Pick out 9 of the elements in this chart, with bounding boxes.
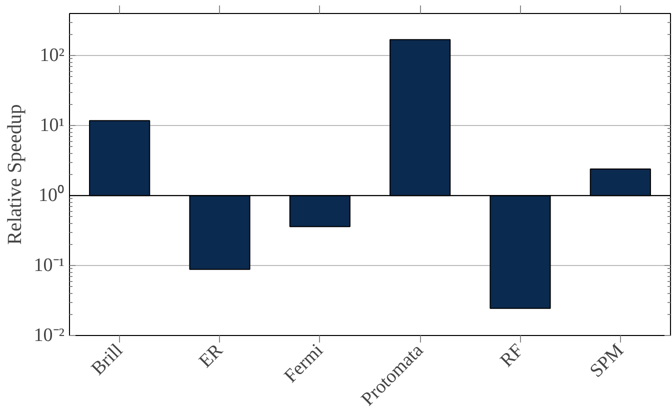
x-tick-label: Brill	[88, 340, 128, 380]
y-axis-title: Relative Speedup	[4, 104, 26, 245]
y-tick-label: 10¹	[40, 115, 65, 136]
x-tick-label: RF	[496, 340, 528, 372]
y-tick-label: 10⁻²	[34, 325, 65, 346]
y-tick-label: 10⁰	[38, 184, 64, 206]
x-tick-label: ER	[195, 340, 228, 372]
y-tick-label: 10⁻¹	[34, 255, 65, 276]
y-tick-label: 10²	[40, 45, 65, 66]
